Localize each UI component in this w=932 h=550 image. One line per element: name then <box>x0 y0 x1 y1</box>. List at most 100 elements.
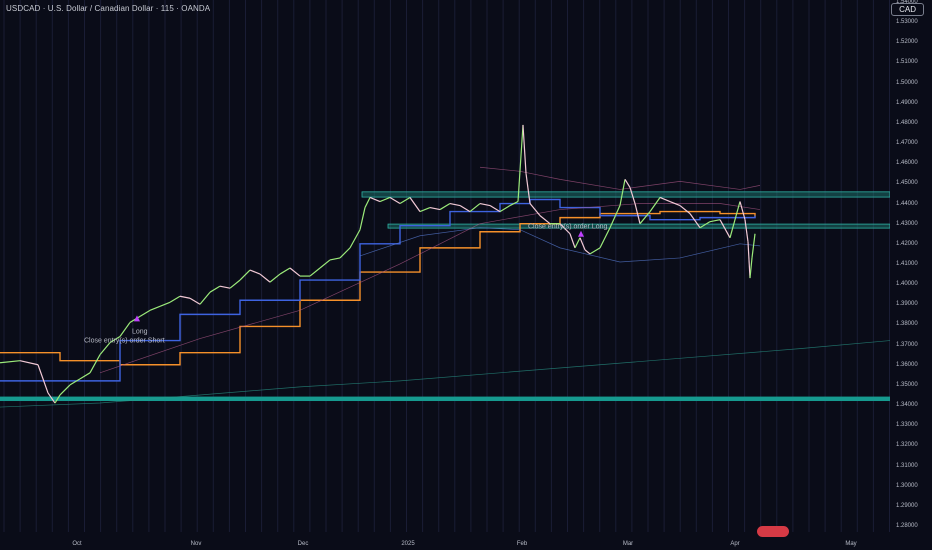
y-tick-label: 1.51000 <box>896 59 918 66</box>
price-segment <box>749 257 753 279</box>
x-tick-label: Mar <box>622 541 634 547</box>
y-tick-label: 1.45000 <box>896 180 918 187</box>
price-segment <box>509 200 519 207</box>
price-segment <box>419 207 431 213</box>
price-segment <box>744 219 749 242</box>
signal-marker <box>134 315 140 322</box>
price-segment <box>489 205 501 213</box>
price-segment <box>579 237 586 251</box>
price-segment <box>399 196 411 205</box>
price-segment <box>289 267 301 277</box>
y-tick-label: 1.38000 <box>896 321 918 328</box>
chart-title: USDCAD · U.S. Dollar / Canadian Dollar ·… <box>6 4 211 13</box>
y-tick-label: 1.31000 <box>896 462 918 469</box>
price-segment <box>649 197 661 212</box>
price-segment <box>379 196 391 203</box>
y-axis[interactable]: 1.54000 1.53000 1.52000 1.51000 1.50000 1.490… <box>890 0 932 532</box>
y-tick-label: 1.53000 <box>896 19 918 26</box>
price-segment <box>159 301 171 307</box>
price-segment <box>0 360 21 364</box>
y-tick-label: 1.49000 <box>896 99 918 106</box>
price-segment <box>69 378 81 386</box>
price-segment <box>229 279 241 289</box>
overlay-line <box>359 227 761 263</box>
y-tick-label: 1.43000 <box>896 220 918 227</box>
price-segment <box>269 273 281 283</box>
price-segment <box>319 259 331 269</box>
zone-rect <box>361 191 890 198</box>
annotation-label: Close entry(s) order Long <box>528 224 607 231</box>
y-tick-label: 1.47000 <box>896 140 918 147</box>
price-segment <box>259 273 271 283</box>
y-tick-label: 1.41000 <box>896 260 918 267</box>
price-segment <box>469 203 481 213</box>
x-tick-label: Nov <box>190 541 202 547</box>
overlay-line <box>0 340 890 408</box>
x-tick-label: Apr <box>730 541 740 547</box>
y-tick-label: 1.33000 <box>896 422 918 429</box>
price-segment <box>639 211 651 225</box>
price-segment <box>539 215 551 225</box>
price-segment <box>149 305 161 311</box>
price-segment <box>619 179 626 206</box>
price-segment <box>529 203 541 217</box>
currency-badge[interactable]: CAD <box>891 3 924 16</box>
x-tick-label: Dec <box>297 541 309 547</box>
price-segment <box>569 233 576 249</box>
y-tick-label: 1.46000 <box>896 160 918 167</box>
zone-rect <box>387 223 890 229</box>
price-segment <box>479 202 491 207</box>
price-segment <box>699 221 711 229</box>
price-segment <box>329 257 341 261</box>
price-segment <box>109 336 121 344</box>
price-segment <box>37 364 49 394</box>
price-segment <box>739 201 746 220</box>
price-segment <box>599 227 611 249</box>
y-tick-label: 1.35000 <box>896 381 918 388</box>
price-segment <box>179 295 191 299</box>
price-segment <box>747 241 751 279</box>
x-tick-label: Oct <box>72 541 82 547</box>
price-segment <box>79 372 91 380</box>
y-tick-label: 1.37000 <box>896 341 918 348</box>
price-segment <box>409 197 421 212</box>
price-segment <box>47 392 56 404</box>
zone-rect <box>0 396 890 402</box>
replay-button[interactable] <box>757 526 789 537</box>
price-segment <box>669 200 681 207</box>
y-tick-label: 1.36000 <box>896 361 918 368</box>
price-segment <box>751 233 756 259</box>
signal-marker <box>578 230 584 237</box>
price-segment <box>439 203 451 211</box>
price-segment <box>522 124 527 174</box>
price-segment <box>19 360 39 366</box>
price-segment <box>279 267 291 275</box>
price-segment <box>89 354 101 374</box>
price-chart[interactable]: Long Close entry(s) order Short Close entr… <box>0 0 890 532</box>
price-segment <box>574 237 581 249</box>
price-segment <box>624 179 631 188</box>
price-segment <box>349 229 361 249</box>
price-segment <box>609 205 621 228</box>
y-tick-label: 1.29000 <box>896 502 918 509</box>
price-segment <box>389 196 401 205</box>
y-tick-label: 1.50000 <box>896 79 918 86</box>
y-tick-label: 1.54000 <box>896 0 918 5</box>
price-segment <box>679 205 691 215</box>
y-tick-label: 1.44000 <box>896 200 918 207</box>
y-tick-label: 1.34000 <box>896 402 918 409</box>
y-tick-label: 1.48000 <box>896 119 918 126</box>
price-segment <box>169 295 181 303</box>
x-axis[interactable]: Oct Nov Dec 2025 Feb Mar Apr May <box>0 532 890 550</box>
price-segment <box>659 196 671 203</box>
price-segment <box>209 285 221 293</box>
chart-area[interactable]: Long Close entry(s) order Short Close entr… <box>0 0 890 532</box>
price-segment <box>634 203 641 224</box>
overlay-line <box>99 203 761 374</box>
y-tick-label: 1.32000 <box>896 442 918 449</box>
price-segment <box>589 247 601 255</box>
price-segment <box>359 207 366 230</box>
horizontal-zones <box>0 191 890 402</box>
price-segment <box>189 297 201 305</box>
y-tick-label: 1.52000 <box>896 39 918 46</box>
